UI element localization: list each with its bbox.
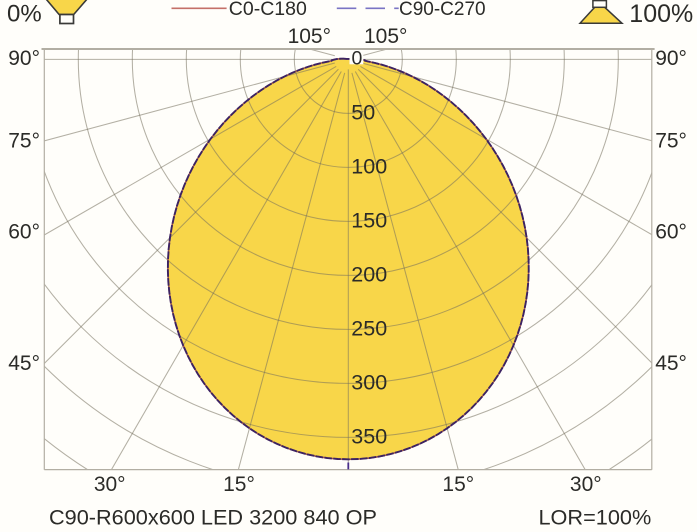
svg-text:C0-C180: C0-C180 xyxy=(229,0,307,20)
svg-text:90°: 90° xyxy=(655,47,687,70)
svg-text:90°: 90° xyxy=(8,47,40,70)
svg-text:250: 250 xyxy=(351,316,387,340)
svg-text:100%: 100% xyxy=(629,0,693,28)
svg-text:15°: 15° xyxy=(442,473,474,496)
svg-text:C90-R600x600 LED 3200 840 OP: C90-R600x600 LED 3200 840 OP xyxy=(49,505,377,530)
svg-text:50: 50 xyxy=(351,100,375,124)
svg-text:45°: 45° xyxy=(8,352,40,375)
svg-text:105°: 105° xyxy=(364,25,407,48)
svg-text:15°: 15° xyxy=(223,473,255,496)
svg-text:0%: 0% xyxy=(7,1,42,28)
svg-text:350: 350 xyxy=(351,424,387,448)
svg-text:60°: 60° xyxy=(8,220,40,243)
svg-text:75°: 75° xyxy=(655,129,687,152)
svg-text:100: 100 xyxy=(351,154,387,178)
svg-text:30°: 30° xyxy=(570,473,602,496)
svg-text:150: 150 xyxy=(351,208,387,232)
svg-text:300: 300 xyxy=(351,370,387,394)
svg-text:105°: 105° xyxy=(288,25,331,48)
svg-text:LOR=100%: LOR=100% xyxy=(539,505,652,530)
svg-text:200: 200 xyxy=(351,262,387,286)
svg-text:0: 0 xyxy=(352,47,363,69)
svg-text:60°: 60° xyxy=(655,220,687,243)
svg-text:45°: 45° xyxy=(655,352,687,375)
svg-text:30°: 30° xyxy=(94,473,126,496)
svg-text:75°: 75° xyxy=(8,129,40,152)
svg-text:C90-C270: C90-C270 xyxy=(399,0,486,20)
